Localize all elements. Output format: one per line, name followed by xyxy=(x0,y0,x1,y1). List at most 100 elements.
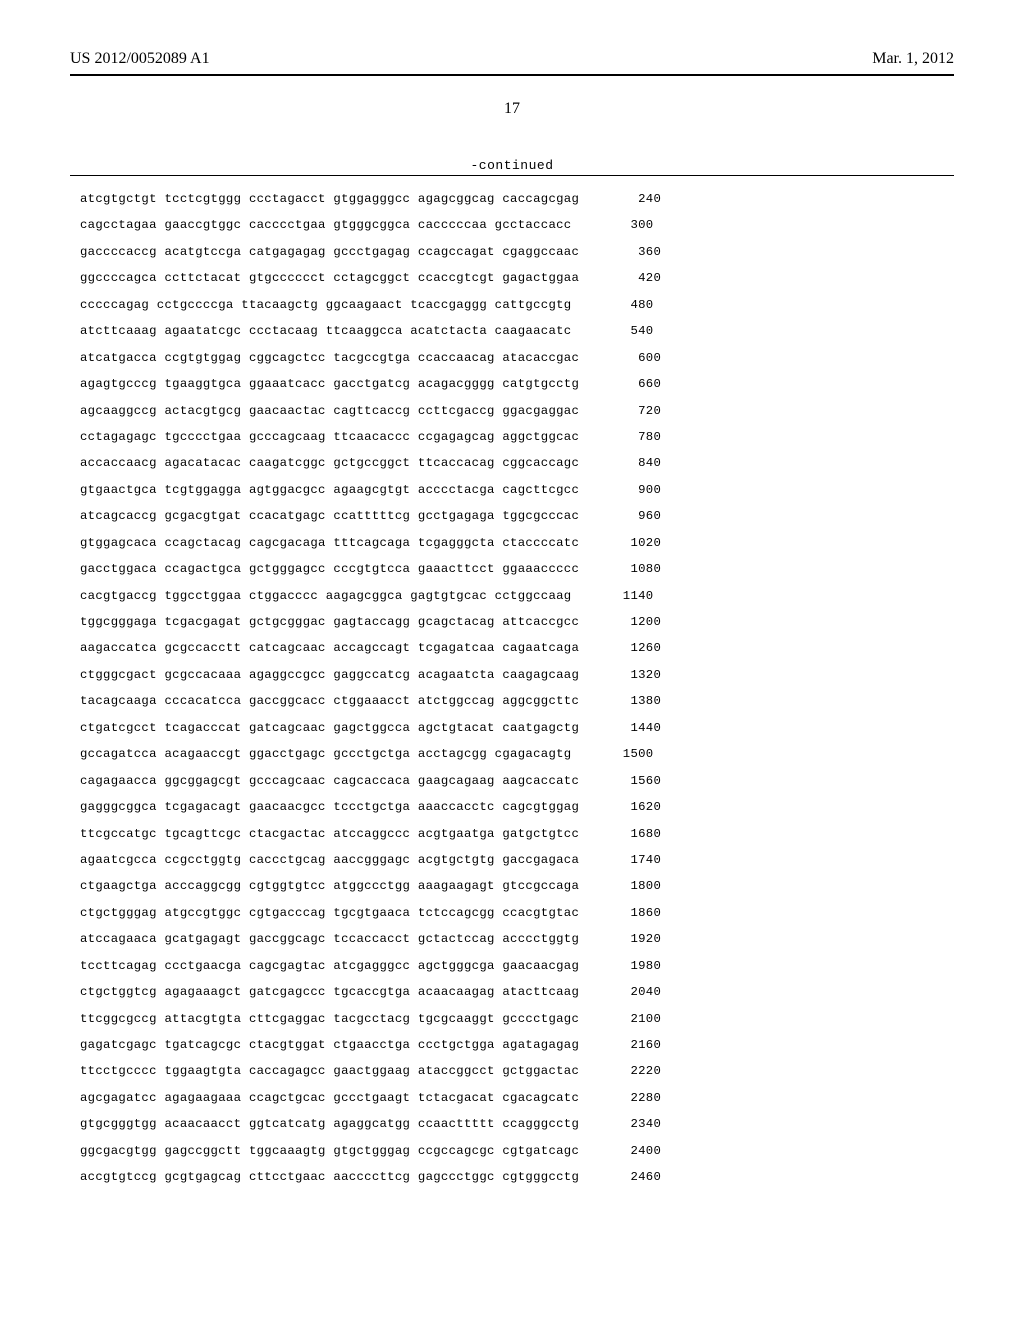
sequence-row: cagcctagaa gaaccgtggc cacccctgaa gtgggcg… xyxy=(80,212,954,238)
sequence-groups: gccagatcca acagaaccgt ggacctgagc gccctgc… xyxy=(80,741,571,767)
sequence-groups: accgtgtccg gcgtgagcag cttcctgaac aacccct… xyxy=(80,1164,579,1190)
sequence-groups: tggcgggaga tcgacgagat gctgcgggac gagtacc… xyxy=(80,609,579,635)
header-rule xyxy=(70,74,954,76)
sequence-row: ggccccagca ccttctacat gtgcccccct cctagcg… xyxy=(80,265,954,291)
sequence-position: 780 xyxy=(579,424,661,450)
sequence-groups: ctgctggtcg agagaaagct gatcgagccc tgcaccg… xyxy=(80,979,579,1005)
sequence-row: cctagagagc tgcccctgaa gcccagcaag ttcaaca… xyxy=(80,424,954,450)
sequence-position: 720 xyxy=(579,398,661,424)
sequence-position: 2400 xyxy=(579,1138,661,1164)
sequence-position: 1680 xyxy=(579,821,661,847)
sequence-position: 1560 xyxy=(579,768,661,794)
sequence-groups: gacctggaca ccagactgca gctgggagcc cccgtgt… xyxy=(80,556,579,582)
sequence-groups: ggcgacgtgg gagccggctt tggcaaagtg gtgctgg… xyxy=(80,1138,579,1164)
sequence-row: agagtgcccg tgaaggtgca ggaaatcacc gacctga… xyxy=(80,371,954,397)
sequence-groups: ctgaagctga acccaggcgg cgtggtgtcc atggccc… xyxy=(80,873,579,899)
sequence-row: agcgagatcc agagaagaaa ccagctgcac gccctga… xyxy=(80,1085,954,1111)
sequence-row: ggcgacgtgg gagccggctt tggcaaagtg gtgctgg… xyxy=(80,1138,954,1164)
sequence-position: 300 xyxy=(571,212,653,238)
sequence-groups: atcagcaccg gcgacgtgat ccacatgagc ccatttt… xyxy=(80,503,579,529)
sequence-position: 2040 xyxy=(579,979,661,1005)
sequence-groups: gagatcgagc tgatcagcgc ctacgtggat ctgaacc… xyxy=(80,1032,579,1058)
sequence-position: 2220 xyxy=(579,1058,661,1084)
sequence-row: gtgaactgca tcgtggagga agtggacgcc agaagcg… xyxy=(80,477,954,503)
sequence-row: gtgcgggtgg acaacaacct ggtcatcatg agaggca… xyxy=(80,1111,954,1137)
sequence-row: gtggagcaca ccagctacag cagcgacaga tttcagc… xyxy=(80,530,954,556)
sequence-groups: aagaccatca gcgccacctt catcagcaac accagcc… xyxy=(80,635,579,661)
sequence-position: 2460 xyxy=(579,1164,661,1190)
sequence-row: ttcctgcccc tggaagtgta caccagagcc gaactgg… xyxy=(80,1058,954,1084)
sequence-groups: agcaaggccg actacgtgcg gaacaactac cagttca… xyxy=(80,398,579,424)
sequence-position: 1380 xyxy=(579,688,661,714)
sequence-groups: ctgctgggag atgccgtggc cgtgacccag tgcgtga… xyxy=(80,900,579,926)
sequence-groups: cagcctagaa gaaccgtggc cacccctgaa gtgggcg… xyxy=(80,212,571,238)
sequence-position: 1620 xyxy=(579,794,661,820)
sequence-groups: agagtgcccg tgaaggtgca ggaaatcacc gacctga… xyxy=(80,371,579,397)
sequence-position: 420 xyxy=(579,265,661,291)
sequence-row: ctgaagctga acccaggcgg cgtggtgtcc atggccc… xyxy=(80,873,954,899)
sequence-groups: ctgggcgact gcgccacaaa agaggccgcc gaggcca… xyxy=(80,662,579,688)
sequence-position: 840 xyxy=(579,450,661,476)
sequence-row: cacgtgaccg tggcctggaa ctggacccc aagagcgg… xyxy=(80,583,954,609)
sequence-groups: gaccccaccg acatgtccga catgagagag gccctga… xyxy=(80,239,579,265)
sequence-position: 1920 xyxy=(579,926,661,952)
sequence-position: 1140 xyxy=(571,583,653,609)
sequence-groups: atcatgacca ccgtgtggag cggcagctcc tacgccg… xyxy=(80,345,579,371)
sequence-position: 660 xyxy=(579,371,661,397)
sequence-position: 1260 xyxy=(579,635,661,661)
sequence-position: 900 xyxy=(579,477,661,503)
sequence-row: gccagatcca acagaaccgt ggacctgagc gccctgc… xyxy=(80,741,954,767)
sequence-row: atcgtgctgt tcctcgtggg ccctagacct gtggagg… xyxy=(80,186,954,212)
sequence-row: atcagcaccg gcgacgtgat ccacatgagc ccatttt… xyxy=(80,503,954,529)
sequence-groups: gtgcgggtgg acaacaacct ggtcatcatg agaggca… xyxy=(80,1111,579,1137)
sequence-position: 2340 xyxy=(579,1111,661,1137)
sequence-groups: tccttcagag ccctgaacga cagcgagtac atcgagg… xyxy=(80,953,579,979)
sequence-position: 1980 xyxy=(579,953,661,979)
page-number: 17 xyxy=(70,100,954,118)
patent-page: US 2012/0052089 A1 Mar. 1, 2012 17 -cont… xyxy=(0,0,1024,1320)
sequence-row: accgtgtccg gcgtgagcag cttcctgaac aacccct… xyxy=(80,1164,954,1190)
sequence-groups: accaccaacg agacatacac caagatcggc gctgccg… xyxy=(80,450,579,476)
sequence-top-rule xyxy=(70,175,954,176)
publication-date: Mar. 1, 2012 xyxy=(872,50,954,68)
sequence-groups: cagagaacca ggcggagcgt gcccagcaac cagcacc… xyxy=(80,768,579,794)
sequence-position: 2160 xyxy=(579,1032,661,1058)
sequence-row: gagatcgagc tgatcagcgc ctacgtggat ctgaacc… xyxy=(80,1032,954,1058)
sequence-groups: ttcggcgccg attacgtgta cttcgaggac tacgcct… xyxy=(80,1006,579,1032)
sequence-position: 1320 xyxy=(579,662,661,688)
sequence-groups: cctagagagc tgcccctgaa gcccagcaag ttcaaca… xyxy=(80,424,579,450)
sequence-groups: atccagaaca gcatgagagt gaccggcagc tccacca… xyxy=(80,926,579,952)
sequence-row: ttcggcgccg attacgtgta cttcgaggac tacgcct… xyxy=(80,1006,954,1032)
sequence-groups: cccccagag cctgccccga ttacaagctg ggcaagaa… xyxy=(80,292,571,318)
sequence-row: accaccaacg agacatacac caagatcggc gctgccg… xyxy=(80,450,954,476)
sequence-row: tccttcagag ccctgaacga cagcgagtac atcgagg… xyxy=(80,953,954,979)
sequence-row: agcaaggccg actacgtgcg gaacaactac cagttca… xyxy=(80,398,954,424)
sequence-row: gaccccaccg acatgtccga catgagagag gccctga… xyxy=(80,239,954,265)
sequence-row: atccagaaca gcatgagagt gaccggcagc tccacca… xyxy=(80,926,954,952)
sequence-position: 480 xyxy=(571,292,653,318)
sequence-groups: gagggcggca tcgagacagt gaacaacgcc tccctgc… xyxy=(80,794,579,820)
sequence-row: atcttcaaag agaatatcgc ccctacaag ttcaaggc… xyxy=(80,318,954,344)
sequence-position: 1020 xyxy=(579,530,661,556)
sequence-position: 1500 xyxy=(571,741,653,767)
page-header: US 2012/0052089 A1 Mar. 1, 2012 xyxy=(70,50,954,68)
sequence-position: 960 xyxy=(579,503,661,529)
sequence-position: 240 xyxy=(579,186,661,212)
sequence-position: 360 xyxy=(579,239,661,265)
sequence-groups: atcgtgctgt tcctcgtggg ccctagacct gtggagg… xyxy=(80,186,579,212)
sequence-groups: agcgagatcc agagaagaaa ccagctgcac gccctga… xyxy=(80,1085,579,1111)
sequence-row: tacagcaaga cccacatcca gaccggcacc ctggaaa… xyxy=(80,688,954,714)
sequence-groups: cacgtgaccg tggcctggaa ctggacccc aagagcgg… xyxy=(80,583,571,609)
sequence-row: cccccagag cctgccccga ttacaagctg ggcaagaa… xyxy=(80,292,954,318)
sequence-position: 1200 xyxy=(579,609,661,635)
sequence-row: ttcgccatgc tgcagttcgc ctacgactac atccagg… xyxy=(80,821,954,847)
sequence-listing: atcgtgctgt tcctcgtggg ccctagacct gtggagg… xyxy=(70,186,954,1191)
sequence-groups: ttcctgcccc tggaagtgta caccagagcc gaactgg… xyxy=(80,1058,579,1084)
sequence-row: ctgctggtcg agagaaagct gatcgagccc tgcaccg… xyxy=(80,979,954,1005)
publication-number: US 2012/0052089 A1 xyxy=(70,50,210,68)
sequence-row: aagaccatca gcgccacctt catcagcaac accagcc… xyxy=(80,635,954,661)
sequence-groups: ctgatcgcct tcagacccat gatcagcaac gagctgg… xyxy=(80,715,579,741)
sequence-groups: atcttcaaag agaatatcgc ccctacaag ttcaaggc… xyxy=(80,318,571,344)
sequence-position: 1800 xyxy=(579,873,661,899)
sequence-groups: agaatcgcca ccgcctggtg caccctgcag aaccggg… xyxy=(80,847,579,873)
